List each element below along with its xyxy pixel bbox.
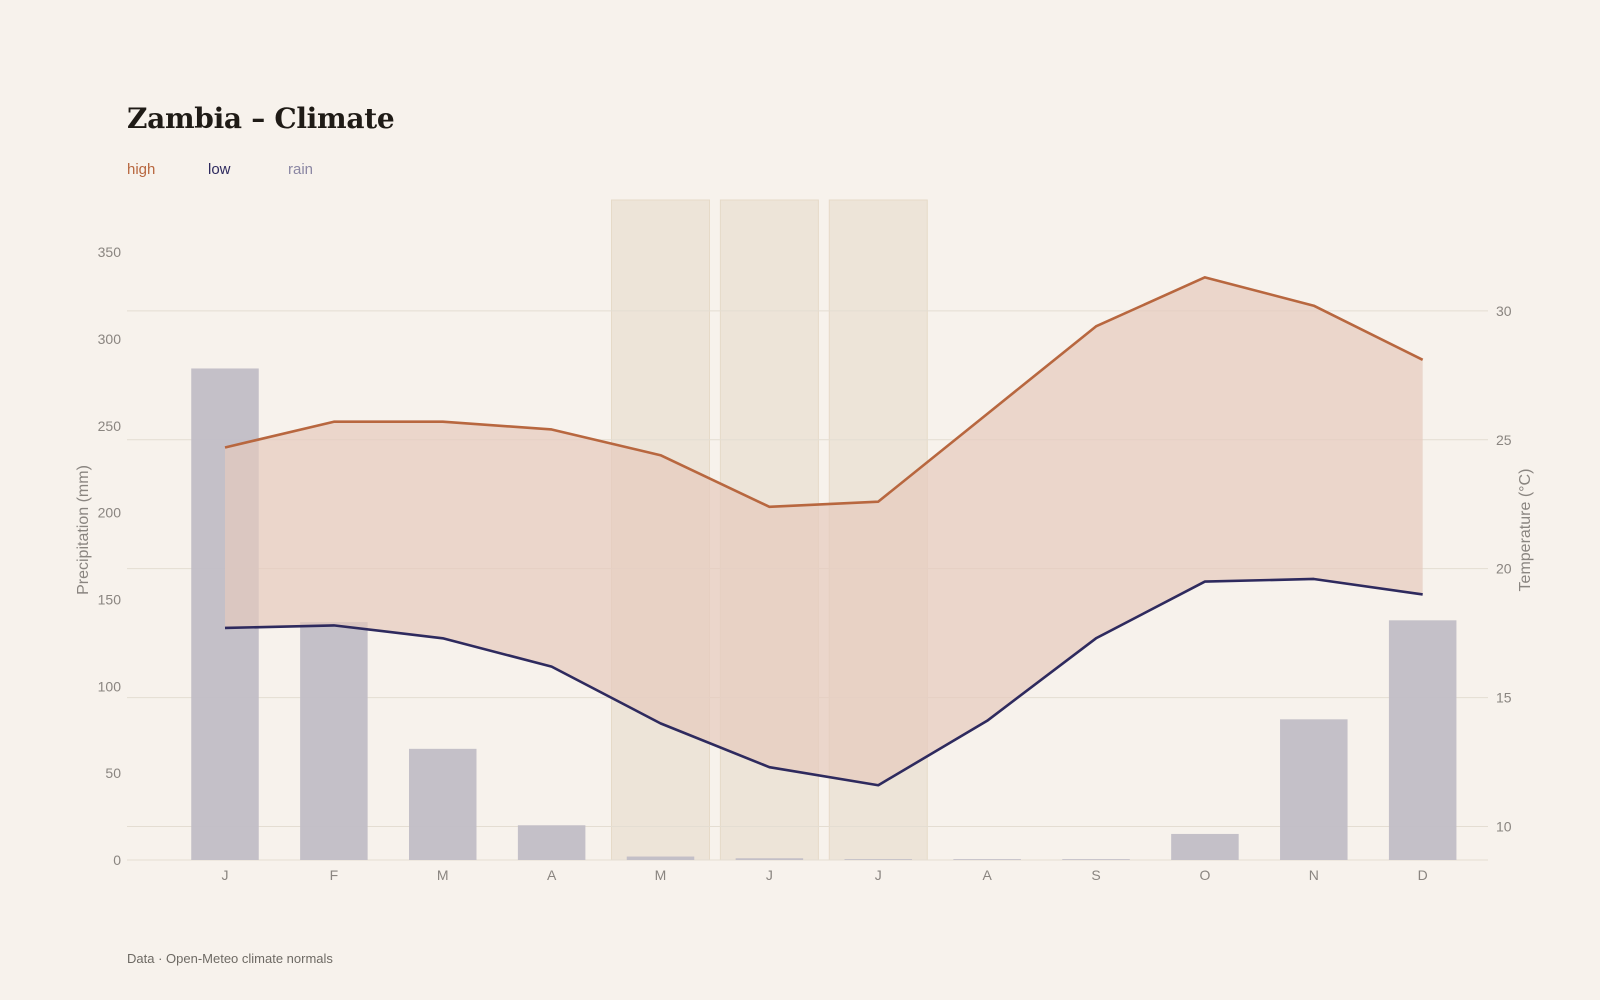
source-note: Data · Open-Meteo climate normals (127, 951, 333, 966)
left-tick-label: 100 (98, 678, 122, 694)
x-tick-label: N (1309, 867, 1319, 883)
left-tick-label: 250 (98, 418, 122, 434)
rain-bar (408, 748, 477, 860)
legend-rain: rain (288, 161, 314, 178)
left-tick-label: 150 (98, 591, 122, 607)
rain-bar (626, 856, 695, 860)
rain-bar (1280, 719, 1348, 860)
x-tick-label: D (1418, 867, 1428, 883)
right-tick-label: 30 (1496, 303, 1512, 319)
rain-bar (1062, 859, 1130, 860)
left-tick-label: 200 (98, 505, 122, 521)
x-tick-label: J (875, 867, 882, 883)
high-line (224, 276, 1424, 509)
right-tick-label: 10 (1496, 818, 1512, 834)
right-tick-label: 20 (1496, 561, 1512, 577)
temperature-band (224, 277, 1423, 786)
legend-high: high (127, 161, 156, 178)
x-tick-label: M (655, 867, 667, 883)
x-tick-label: A (547, 867, 557, 883)
left-tick-label: 350 (98, 244, 122, 260)
x-tick-label: J (766, 867, 773, 883)
rain-bar (1388, 620, 1457, 860)
x-tick-label: J (221, 867, 228, 883)
chart-title: Zambia – Climate (127, 102, 395, 135)
left-axis-title: Precipitation (mm) (75, 465, 92, 595)
left-tick-label: 300 (98, 331, 122, 347)
rain-bar (953, 859, 1021, 860)
right-tick-label: 25 (1496, 432, 1512, 448)
left-tick-label: 0 (113, 852, 121, 868)
x-tick-label: A (982, 867, 992, 883)
x-tick-label: F (330, 867, 339, 883)
x-tick-label: S (1091, 867, 1100, 883)
right-tick-label: 15 (1496, 690, 1512, 706)
right-axis-title: Temperature (°C) (1517, 469, 1534, 592)
rain-bar (517, 825, 586, 860)
left-tick-label: 50 (105, 765, 121, 781)
low-line (224, 577, 1423, 787)
legend-low: low (208, 161, 231, 178)
rain-bar (735, 858, 804, 860)
x-tick-label: O (1199, 867, 1210, 883)
rain-bar (1171, 833, 1239, 860)
x-tick-label: M (437, 867, 449, 883)
rain-bar (300, 622, 368, 860)
rain-bar (844, 859, 913, 860)
